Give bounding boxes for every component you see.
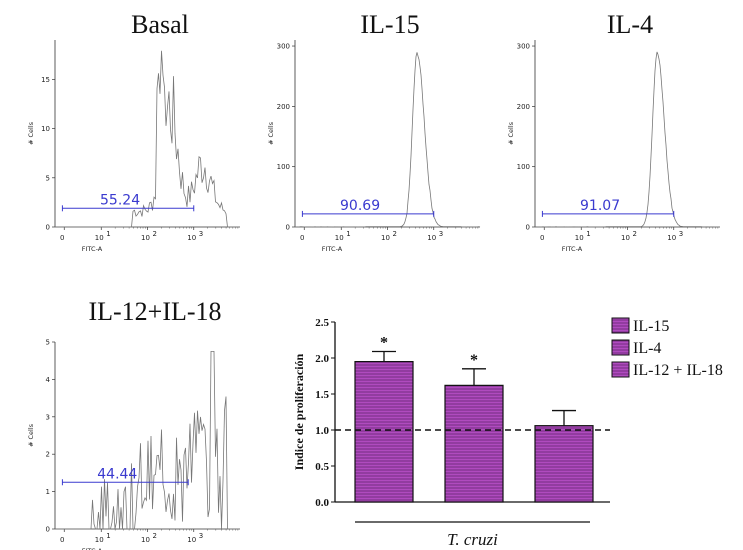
- histogram-y-tick-label: 0: [526, 224, 530, 232]
- histogram-x-tick-exponent: 3: [679, 230, 683, 238]
- histogram-y-tick-label: 100: [277, 163, 290, 171]
- legend: IL-15 IL-4 IL-12 + IL-18: [611, 317, 723, 379]
- histogram-y-label: # Cells: [267, 121, 275, 145]
- histogram-x-tick-exponent: 2: [153, 532, 157, 540]
- histogram-x-tick-exponent: 2: [393, 230, 397, 238]
- histogram-y-tick-label: 1: [46, 488, 50, 496]
- bar-y-label: Indice de proliferación: [292, 353, 306, 470]
- histogram-x-tick-label: 10: [667, 234, 676, 242]
- histogram-x-label: FITC-A: [82, 547, 103, 550]
- legend-swatch: [611, 317, 630, 334]
- histogram-y-tick-label: 0: [46, 224, 50, 232]
- histogram-x-tick-exponent: 3: [199, 230, 203, 238]
- histogram-x-label: FITC-A: [562, 245, 583, 253]
- histogram-y-tick-label: 100: [517, 163, 530, 171]
- bar-y-tick-label: 1.0: [315, 425, 329, 437]
- bar-y-tick-label: 2.0: [315, 353, 329, 365]
- gate-value: 44.44: [97, 466, 137, 482]
- histogram-y-tick-label: 3: [46, 413, 50, 421]
- bar-x-group-label: T. cruzi: [447, 530, 498, 549]
- bar-1: [354, 361, 414, 503]
- bar-y-tick-label: 0.5: [315, 461, 329, 473]
- histogram-x-tick-label: 0: [540, 234, 544, 242]
- histogram-x-tick-label: 10: [621, 234, 630, 242]
- legend-label: IL-12 + IL-18: [633, 362, 723, 379]
- bar-2: [444, 384, 504, 503]
- histogram-y-tick-label: 5: [46, 174, 50, 182]
- histogram-y-tick-label: 15: [41, 76, 50, 84]
- histogram-x-tick-label: 10: [187, 536, 196, 544]
- histogram-y-tick-label: 200: [517, 103, 530, 111]
- histogram-x-tick-label: 10: [187, 234, 196, 242]
- bar-3: [534, 425, 594, 503]
- histogram-trace: [55, 351, 240, 530]
- legend-swatch: [611, 361, 630, 378]
- histogram-y-tick-label: 2: [46, 451, 50, 459]
- histogram-trace: [55, 50, 240, 228]
- legend-label: IL-15: [633, 318, 669, 335]
- histogram-x-label: FITC-A: [82, 245, 103, 253]
- histogram-x-tick-label: 10: [575, 234, 584, 242]
- bar-y-tick-label: 1.5: [315, 389, 329, 401]
- legend-swatch: [611, 339, 630, 356]
- histogram-y-tick-label: 10: [41, 125, 50, 133]
- significance-marker: *: [380, 335, 388, 352]
- histogram-x-tick-exponent: 2: [633, 230, 637, 238]
- histogram-y-tick-label: 300: [277, 43, 290, 51]
- histogram-y-tick-label: 0: [286, 224, 290, 232]
- histogram-x-tick-exponent: 2: [153, 230, 157, 238]
- histogram-x-tick-exponent: 1: [106, 532, 110, 540]
- histogram-x-tick-label: 10: [95, 234, 104, 242]
- histogram-y-label: # Cells: [27, 423, 35, 447]
- histogram-x-tick-label: 10: [95, 536, 104, 544]
- histogram-x-tick-exponent: 3: [199, 532, 203, 540]
- histogram-x-tick-label: 10: [381, 234, 390, 242]
- histogram-title-il15: IL-15: [360, 10, 420, 39]
- significance-marker: *: [470, 352, 478, 369]
- histogram-x-tick-label: 0: [60, 234, 64, 242]
- gate-value: 90.69: [340, 198, 380, 214]
- gate-value: 55.24: [100, 192, 140, 208]
- legend-label: IL-4: [633, 340, 661, 357]
- histogram-x-label: FITC-A: [322, 245, 343, 253]
- histogram-y-label: # Cells: [507, 121, 515, 145]
- histogram-x-tick-label: 10: [141, 234, 150, 242]
- histogram-x-tick-exponent: 1: [586, 230, 590, 238]
- histogram-x-tick-exponent: 3: [439, 230, 443, 238]
- histogram-y-tick-label: 200: [277, 103, 290, 111]
- histogram-y-label: # Cells: [27, 121, 35, 145]
- bar-y-tick-label: 0.0: [315, 497, 329, 509]
- histogram-x-tick-label: 10: [427, 234, 436, 242]
- gate-value: 91.07: [580, 198, 620, 214]
- histogram-x-tick-label: 10: [335, 234, 344, 242]
- histogram-title-il4: IL-4: [606, 10, 654, 39]
- histogram-trace: [534, 51, 720, 228]
- histogram-title-il12il18: IL-12+IL-18: [88, 297, 222, 326]
- histogram-y-tick-label: 300: [517, 43, 530, 51]
- histogram-y-tick-label: 4: [46, 376, 51, 384]
- histogram-x-tick-label: 0: [60, 536, 64, 544]
- histogram-x-tick-label: 10: [141, 536, 150, 544]
- histogram-y-tick-label: 0: [46, 526, 50, 534]
- histogram-x-tick-label: 0: [300, 234, 304, 242]
- histogram-x-tick-exponent: 1: [106, 230, 110, 238]
- bar-y-tick-label: 2.5: [315, 317, 329, 329]
- histogram-title-basal: Basal: [131, 10, 189, 39]
- histogram-x-tick-exponent: 1: [346, 230, 350, 238]
- histogram-y-tick-label: 5: [46, 339, 50, 347]
- histogram-trace: [294, 52, 481, 228]
- bar-chart: 0.0 0.5 1.0 1.5 2.0 2.5 Indice de proliferació…: [292, 317, 610, 549]
